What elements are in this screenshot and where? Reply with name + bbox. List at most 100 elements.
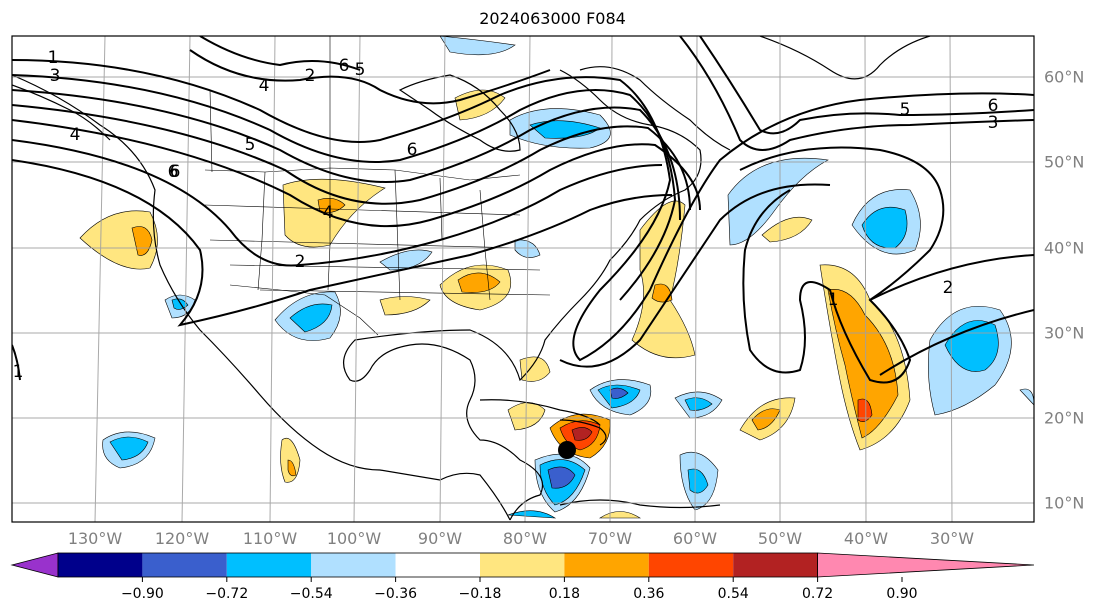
storm-center-marker bbox=[558, 441, 576, 459]
contour-9 bbox=[199, 36, 361, 71]
patch-jamaica-south-deep bbox=[547, 466, 576, 489]
patch-rockies bbox=[282, 178, 386, 248]
contour-label: 4 bbox=[70, 125, 81, 145]
contour-label: 3 bbox=[988, 113, 999, 133]
colorbar-tick-label: 0.72 bbox=[802, 586, 834, 602]
contour-label: 5 bbox=[245, 135, 256, 155]
contour-13 bbox=[559, 183, 831, 368]
patch-east-edge bbox=[1019, 388, 1034, 406]
contour-6 bbox=[12, 139, 663, 267]
contour-label: 4 bbox=[259, 76, 270, 96]
colorbar-segment bbox=[733, 553, 818, 577]
colorbar-tick-label: 0.18 bbox=[548, 586, 580, 602]
latitude-label: 60°N bbox=[1044, 67, 1085, 87]
colorbar-segment bbox=[395, 553, 480, 577]
contour-3 bbox=[12, 89, 681, 221]
colorbar-segment bbox=[311, 553, 396, 577]
contour-label: 5 bbox=[355, 60, 366, 80]
latitude-label: 30°N bbox=[1044, 323, 1085, 343]
patch-east-atlantic-hot bbox=[857, 398, 873, 422]
contour-label: 6 bbox=[988, 96, 999, 116]
political-borders bbox=[204, 36, 551, 336]
contour-label: 1 bbox=[13, 362, 24, 382]
colorbar-outline bbox=[57, 552, 818, 578]
contour-label: 3 bbox=[50, 66, 61, 86]
colorbar bbox=[10, 552, 1035, 582]
height-contours bbox=[12, 36, 1034, 384]
colorbar-segment bbox=[564, 553, 649, 577]
coast-pacific-northwest bbox=[12, 74, 511, 521]
colorbar-tick-label: −0.72 bbox=[205, 586, 249, 602]
colorbar-segment bbox=[648, 553, 734, 577]
patch-east-pacific-core bbox=[109, 436, 149, 461]
colorbar-tick-label: −0.54 bbox=[289, 586, 333, 602]
contour-12 bbox=[739, 146, 945, 384]
colorbar-tick-label: 0.54 bbox=[717, 586, 749, 602]
colorbar-tick-label: 0.90 bbox=[886, 586, 918, 602]
coast-gulf-atlantic bbox=[343, 69, 702, 521]
colorbar-extend-low bbox=[10, 552, 59, 578]
patch-mexico-pacific-core bbox=[287, 459, 297, 477]
contour-label: 6 bbox=[339, 56, 350, 76]
map-title: 2024063000 F084 bbox=[479, 9, 626, 28]
contour-7 bbox=[12, 159, 673, 327]
latitude-label: 50°N bbox=[1044, 152, 1085, 172]
patch-mexico-pacific bbox=[280, 437, 301, 483]
patch-east-atlantic-core bbox=[827, 288, 899, 439]
patch-mexico-core bbox=[289, 303, 333, 333]
contour-14 bbox=[869, 254, 1034, 301]
colorbar-tick-label: −0.90 bbox=[120, 586, 164, 602]
contour-label: 6 bbox=[407, 140, 418, 160]
colorbar-segment bbox=[480, 553, 565, 577]
patch-atlantic-trough bbox=[727, 157, 829, 246]
longitude-label: 50°W bbox=[757, 529, 803, 548]
contour-1 bbox=[12, 59, 1034, 362]
contour-11 bbox=[679, 36, 1034, 151]
map-frame bbox=[11, 35, 1035, 523]
coast-greenland bbox=[759, 36, 931, 80]
latitude-label: 20°N bbox=[1044, 408, 1085, 428]
colorbar-segment bbox=[58, 553, 143, 577]
contour-label: 6 bbox=[170, 162, 181, 182]
contour-10 bbox=[699, 36, 1034, 135]
contour-2 bbox=[12, 74, 677, 301]
colorbar-segment bbox=[142, 553, 227, 577]
contour-label: 1 bbox=[828, 290, 839, 310]
longitude-label: 80°W bbox=[502, 529, 548, 548]
latitude-label: 40°N bbox=[1044, 238, 1085, 258]
contour-8 bbox=[189, 49, 551, 105]
negative-anomaly-patches bbox=[102, 36, 1034, 519]
border-us-mexico bbox=[229, 284, 379, 336]
colorbar-extend-high bbox=[817, 552, 1035, 578]
patch-north-caribbean-core bbox=[684, 397, 713, 411]
contour-label: 2 bbox=[295, 252, 306, 272]
patch-tennessee-core bbox=[457, 272, 501, 293]
borders-states-b bbox=[204, 204, 551, 296]
patch-haiti-core bbox=[571, 427, 593, 441]
coast-labrador bbox=[579, 66, 731, 151]
colorbar-segment bbox=[226, 553, 312, 577]
patch-lesser-antilles-core bbox=[687, 468, 709, 494]
latitude-label: 10°N bbox=[1044, 493, 1085, 513]
colorbar-tick-label: 0.36 bbox=[633, 586, 665, 602]
coast-hispaniola bbox=[559, 419, 607, 446]
contour-label: 2 bbox=[943, 278, 954, 298]
coast-cuba bbox=[479, 399, 601, 426]
patch-arctic bbox=[439, 36, 516, 56]
patch-central-atlantic bbox=[761, 216, 813, 243]
longitude-label: 30°W bbox=[929, 529, 975, 548]
contour-label: 5 bbox=[900, 100, 911, 120]
longitude-label: 110°W bbox=[242, 529, 298, 548]
patch-atlantic-strip bbox=[631, 200, 696, 359]
contour-4 bbox=[12, 104, 691, 211]
patch-azores-core bbox=[861, 206, 908, 249]
longitude-label: 100°W bbox=[326, 529, 382, 548]
patch-texas bbox=[379, 296, 431, 316]
patch-florida bbox=[519, 356, 551, 382]
longitude-label: 70°W bbox=[587, 529, 633, 548]
contour-label: 6 bbox=[168, 162, 179, 182]
contour-15 bbox=[879, 309, 1034, 376]
contour-16 bbox=[12, 344, 21, 381]
